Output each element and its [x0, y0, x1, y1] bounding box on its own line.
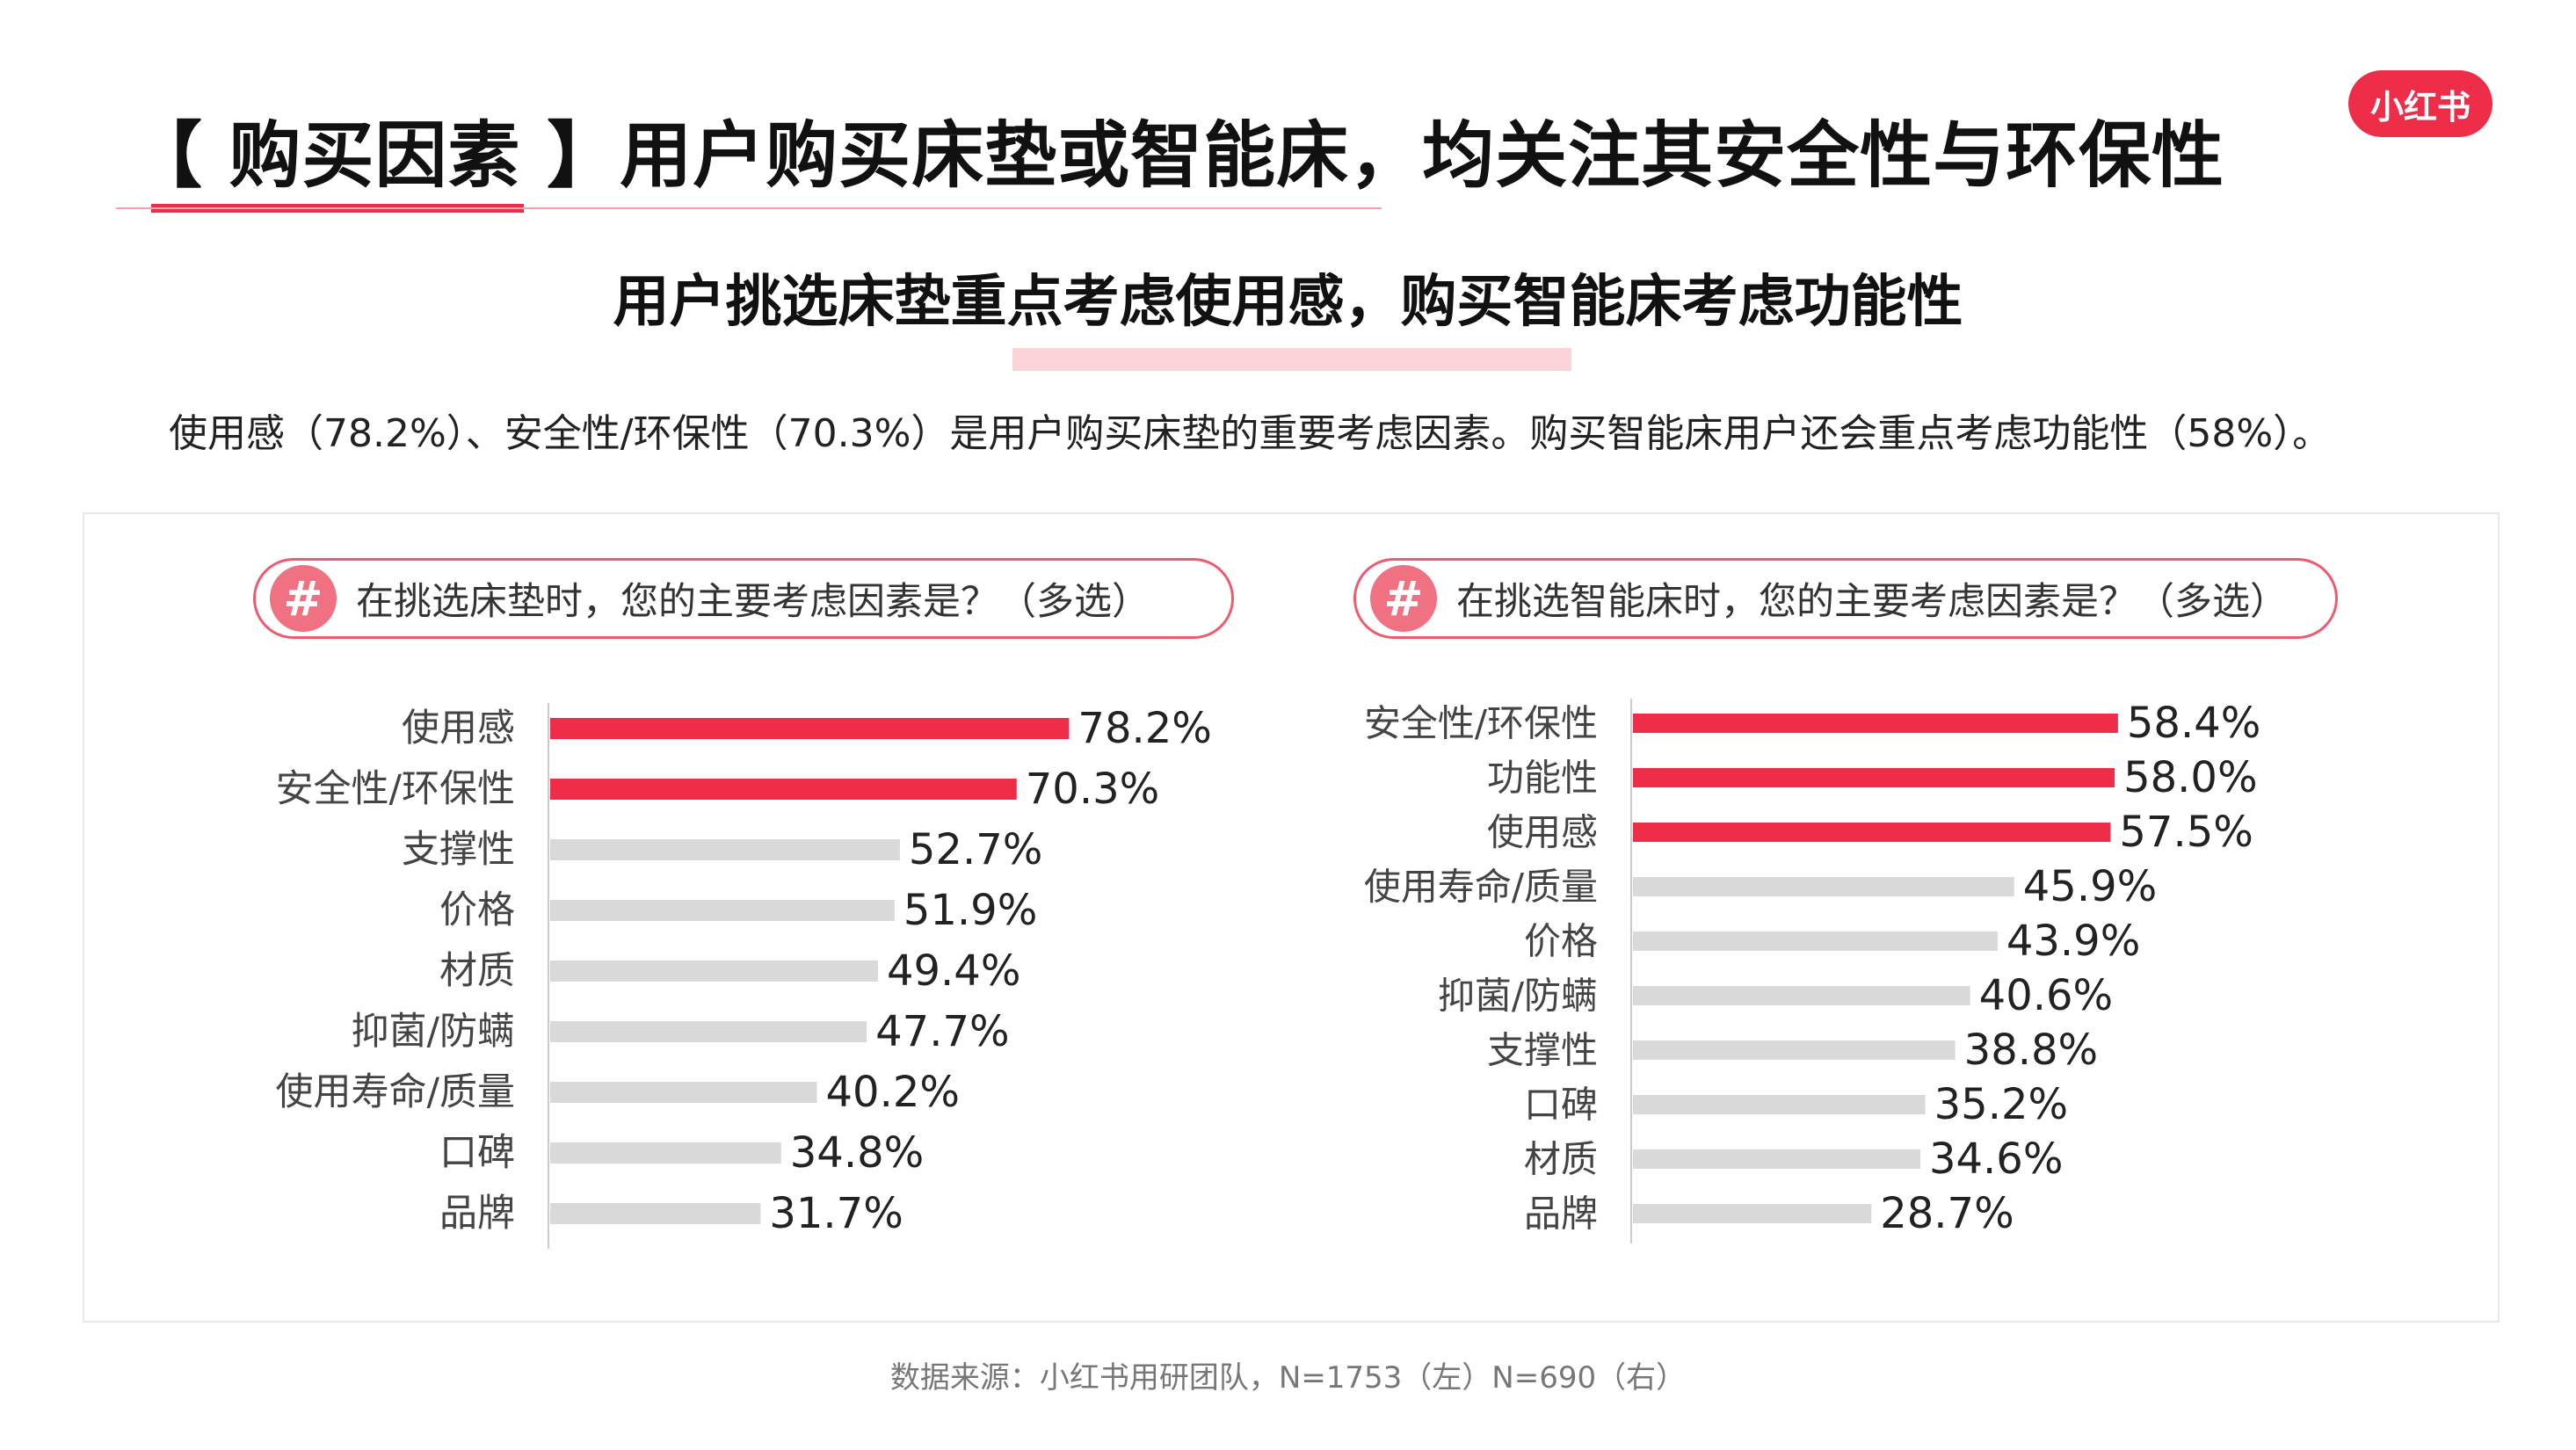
bar [550, 1021, 867, 1042]
category-label: 价格 [439, 888, 515, 932]
category-label: 口碑 [1524, 1084, 1598, 1127]
hashtag-icon: # [1370, 565, 1437, 632]
bar [550, 900, 895, 921]
value-label: 43.9% [2006, 917, 2140, 966]
highlighted-bar [550, 718, 1070, 739]
value-label: 40.2% [826, 1068, 960, 1117]
category-label: 品牌 [1524, 1193, 1598, 1236]
value-label: 51.9% [903, 886, 1037, 935]
value-label: 70.3% [1026, 765, 1159, 814]
category-label: 价格 [1524, 920, 1598, 963]
title-underline [116, 207, 1382, 209]
value-label: 52.7% [909, 825, 1042, 874]
highlighted-bar [550, 779, 1017, 800]
page-title: 【 购买因素 】用户购买床垫或智能床，均关注其安全性与环保性 [130, 114, 2225, 198]
category-label: 功能性 [1487, 757, 1598, 800]
subtitle: 用户挑选床垫重点考虑使用感，购买智能床考虑功能性 [613, 270, 1963, 335]
bar [1633, 877, 2014, 896]
category-label: 安全性/环保性 [276, 767, 516, 811]
value-label: 34.8% [790, 1128, 924, 1178]
data-source: 数据来源：小红书用研团队，N=1753（左）N=690（右） [889, 1360, 1687, 1396]
question-pill-right: # 在挑选智能床时，您的主要考虑因素是？（多选） [1353, 558, 2338, 639]
bar [1633, 1040, 1956, 1060]
category-label: 使用寿命/质量 [1364, 866, 1598, 909]
value-label: 31.7% [769, 1189, 903, 1238]
category-label: 使用寿命/质量 [276, 1070, 516, 1114]
bar [550, 1142, 781, 1164]
chart-panel [83, 512, 2500, 1323]
question-left-text: 在挑选床垫时，您的主要考虑因素是？（多选） [356, 580, 1150, 624]
bar [550, 1203, 761, 1224]
category-label: 材质 [1524, 1138, 1598, 1181]
bar [1633, 986, 1970, 1005]
bar [550, 839, 900, 860]
category-label: 材质 [439, 949, 515, 993]
brand-logo: 小红书 [2348, 70, 2493, 137]
value-label: 58.4% [2127, 699, 2260, 748]
hashtag-icon: # [270, 565, 337, 632]
value-label: 34.6% [1929, 1135, 2063, 1184]
subtitle-highlight [1012, 348, 1571, 371]
value-label: 45.9% [2023, 862, 2157, 911]
category-label: 抑菌/防螨 [1438, 975, 1598, 1018]
question-right-text: 在挑选智能床时，您的主要考虑因素是？（多选） [1456, 580, 2288, 624]
category-label: 口碑 [439, 1131, 515, 1175]
bar [1633, 1204, 1872, 1223]
highlighted-bar [1633, 714, 2118, 733]
value-label: 78.2% [1078, 704, 1211, 753]
value-label: 35.2% [1934, 1080, 2068, 1129]
summary-text: 使用感（78.2%）、安全性/环保性（70.3%）是用户购买床垫的重要考虑因素。… [169, 411, 2332, 456]
value-label: 57.5% [2119, 808, 2253, 857]
category-label: 使用感 [402, 707, 515, 750]
bar [1633, 1095, 1926, 1114]
category-label: 品牌 [439, 1192, 515, 1236]
value-label: 49.4% [887, 946, 1020, 996]
category-label: 抑菌/防螨 [352, 1010, 516, 1054]
highlighted-bar [1633, 823, 2111, 842]
category-label: 安全性/环保性 [1364, 702, 1598, 745]
bar [550, 1082, 817, 1103]
value-label: 38.8% [1964, 1026, 2098, 1075]
value-label: 28.7% [1880, 1189, 2014, 1238]
question-pill-left: # 在挑选床垫时，您的主要考虑因素是？（多选） [253, 558, 1234, 639]
value-label: 47.7% [875, 1007, 1009, 1056]
category-label: 支撑性 [1487, 1029, 1598, 1072]
bar [1633, 932, 1998, 951]
bar [550, 961, 878, 982]
category-label: 支撑性 [402, 828, 515, 872]
bar [1633, 1149, 1920, 1169]
value-label: 58.0% [2123, 753, 2257, 802]
category-label: 使用感 [1487, 811, 1598, 854]
value-label: 40.6% [1979, 971, 2113, 1020]
highlighted-bar [1633, 768, 2115, 787]
